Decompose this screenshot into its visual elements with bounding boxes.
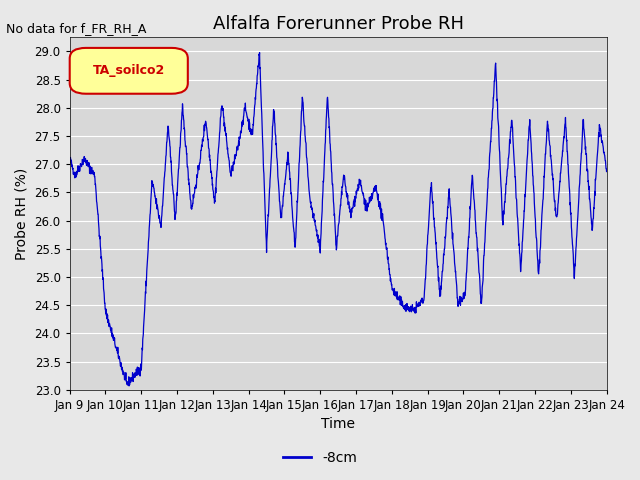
Legend: -8cm: -8cm xyxy=(278,445,362,471)
Text: TA_soilco2: TA_soilco2 xyxy=(93,64,165,77)
Text: No data for f_FR_RH_A: No data for f_FR_RH_A xyxy=(6,22,147,35)
Y-axis label: Probe RH (%): Probe RH (%) xyxy=(15,168,29,260)
FancyBboxPatch shape xyxy=(70,48,188,94)
X-axis label: Time: Time xyxy=(321,418,355,432)
Title: Alfalfa Forerunner Probe RH: Alfalfa Forerunner Probe RH xyxy=(212,15,463,33)
